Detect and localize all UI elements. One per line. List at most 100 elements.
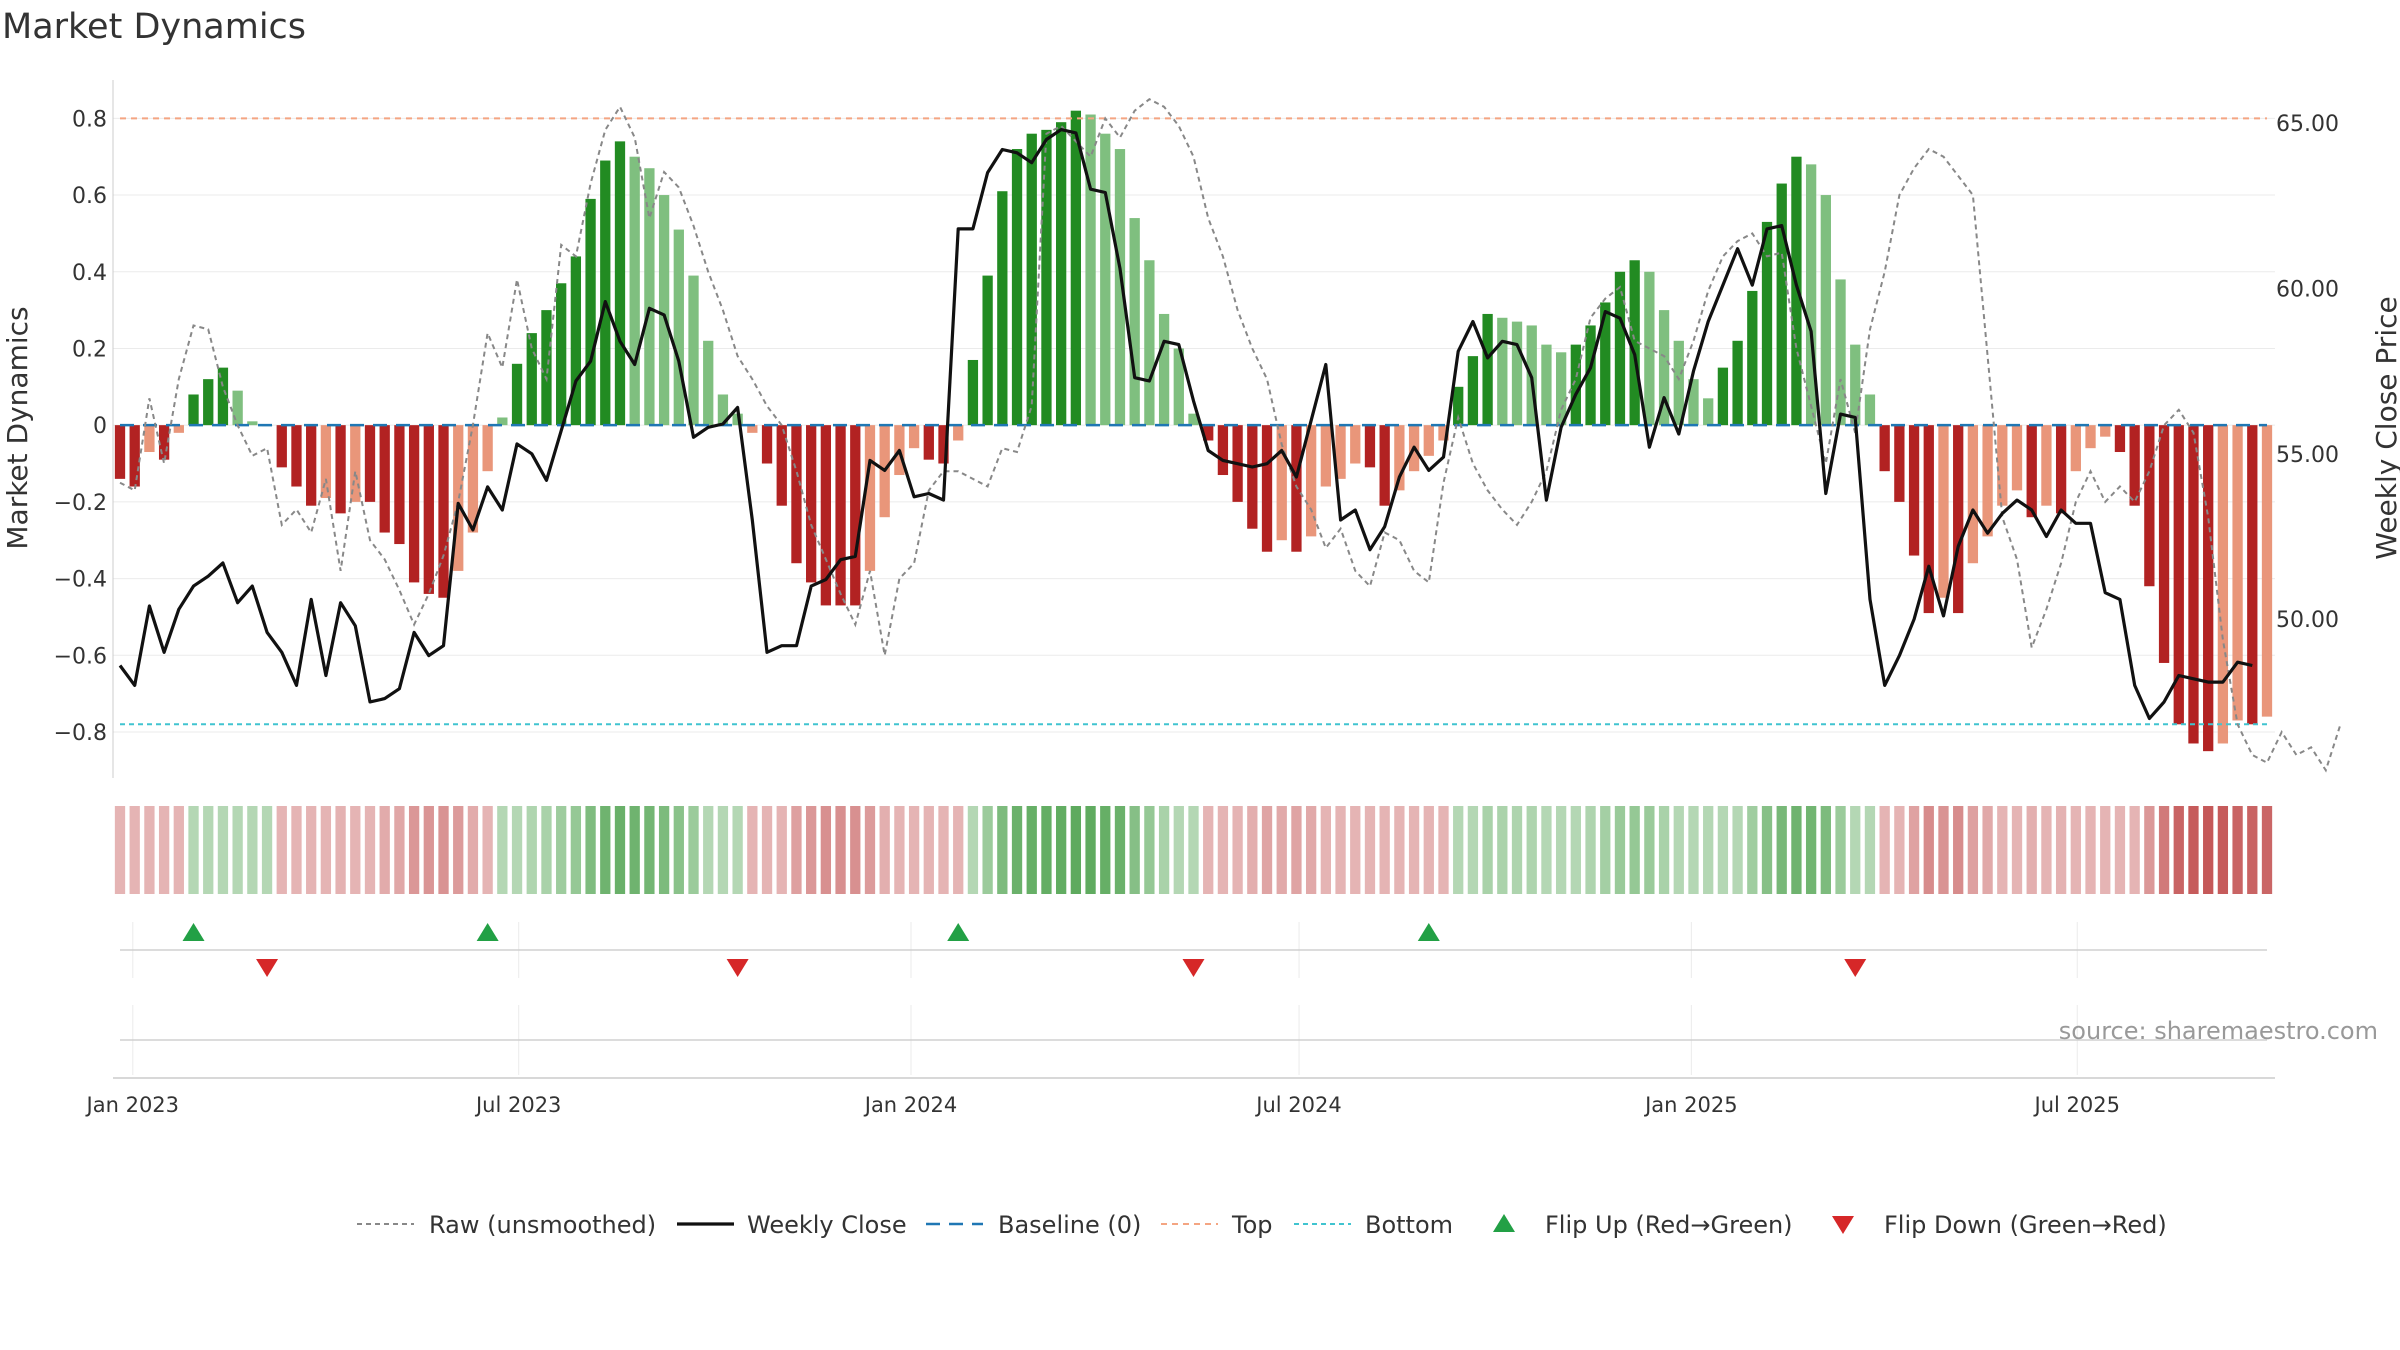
strip-cell (938, 806, 949, 894)
market-dynamics-bar (776, 425, 787, 506)
strip-cell (306, 806, 317, 894)
x-axis: Jan 2023 Jul 2023 Jan 2024 Jul 2024 Jan 2025… (85, 1077, 2275, 1117)
strip-cell (158, 806, 170, 894)
legend-swatch-flip-up (1493, 1214, 1515, 1232)
market-dynamics-bar (1629, 260, 1640, 426)
market-dynamics-bar (2188, 425, 2199, 744)
market-dynamics-bar (511, 363, 523, 426)
market-dynamics-bar (1188, 413, 1199, 426)
market-dynamics-bar (982, 275, 993, 426)
strip-cell (188, 806, 199, 894)
strip-cell (1232, 806, 1243, 894)
source-credit: source: sharemaestro.com (2059, 1017, 2378, 1045)
x-tick-label: Jul 2024 (1254, 1093, 1341, 1117)
market-dynamics-bar (1350, 425, 1361, 464)
market-dynamics-bar (2158, 425, 2170, 663)
strip-cell (1320, 806, 1331, 894)
market-dynamics-bar (1658, 310, 1670, 426)
market-dynamics-bar (438, 425, 449, 598)
market-dynamics-bar (923, 425, 934, 460)
strip-cell (1850, 806, 1861, 894)
market-dynamics-bar (1732, 340, 1743, 426)
strip-cell (1732, 806, 1743, 894)
legend-label: Flip Up (Red→Green) (1545, 1211, 1793, 1239)
flip-down-marker (1844, 959, 1867, 977)
y-tick-label-left: 0.6 (72, 184, 107, 209)
market-dynamics-bar (1511, 321, 1523, 426)
legend-label: Flip Down (Green→Red) (1884, 1211, 2167, 1239)
strip-cell (585, 806, 596, 894)
strip-cell (1703, 806, 1714, 894)
market-dynamics-bar (1041, 129, 1052, 426)
strip-cell (908, 806, 920, 894)
market-dynamics-bar (2217, 425, 2229, 744)
strip-cell (717, 806, 729, 894)
market-dynamics-bar (953, 425, 964, 441)
market-dynamics-bar (967, 359, 979, 426)
flip-markers-panel (120, 922, 2267, 1075)
strip-cell (2144, 806, 2155, 894)
market-dynamics-bar (614, 141, 626, 426)
legend-label: Weekly Close (747, 1211, 907, 1239)
market-dynamics-bar (1114, 149, 1126, 426)
strip-cell (761, 806, 773, 894)
strip-cell (1791, 806, 1802, 894)
strip-cell (1805, 806, 1817, 894)
strip-cell (1467, 806, 1479, 894)
strip-cell (1144, 806, 1155, 894)
strip-cell (835, 806, 846, 894)
strip-cell (1600, 806, 1611, 894)
market-dynamics-bar (1879, 425, 1890, 472)
market-dynamics-bar (158, 425, 170, 460)
market-dynamics-bar (335, 425, 346, 514)
market-dynamics-bar (144, 425, 155, 453)
strip-cell (1511, 806, 1523, 894)
strip-cell (1100, 806, 1111, 894)
market-dynamics-bar (2203, 425, 2214, 752)
strip-cell (1291, 806, 1302, 894)
weekly-close-line (118, 128, 2253, 721)
strip-cell (335, 806, 346, 894)
strip-cell (232, 806, 243, 894)
strip-cell (1820, 806, 1831, 894)
strip-cell (438, 806, 449, 894)
strip-cell (1938, 806, 1949, 894)
strip-cell (482, 806, 493, 894)
market-dynamics-bar (644, 168, 655, 426)
strip-cell (629, 806, 640, 894)
strip-cell (967, 806, 979, 894)
strip-cell (747, 806, 758, 894)
strip-cell (1570, 806, 1581, 894)
strip-cell (1188, 806, 1199, 894)
strip-cell (394, 806, 405, 894)
y-tick-label-right: 60.00 (2276, 277, 2339, 302)
y-tick-label-left: 0 (93, 414, 107, 439)
strip-cell (1526, 806, 1537, 894)
market-dynamics-bar (1850, 344, 1861, 426)
strip-cell (1114, 806, 1126, 894)
market-dynamics-bar (1541, 344, 1552, 426)
strip-cell (953, 806, 964, 894)
market-dynamics-bar (1320, 425, 1331, 487)
strip-cell (291, 806, 302, 894)
market-dynamics-bar (1938, 425, 1949, 598)
strip-cell (114, 806, 126, 894)
market-dynamics-bar (2114, 425, 2126, 453)
market-dynamics-bar (1335, 425, 1346, 479)
market-dynamics-bar (1908, 425, 1920, 556)
market-dynamics-bar (1923, 425, 1934, 614)
strip-cell (1438, 806, 1449, 894)
strip-cell (1056, 806, 1067, 894)
strip-cell (1173, 806, 1184, 894)
strip-cell (1482, 806, 1493, 894)
strip-cell (541, 806, 552, 894)
market-dynamics-bar (291, 425, 302, 487)
market-dynamics-bar (1291, 425, 1302, 552)
market-dynamics-bar (1776, 183, 1787, 426)
market-dynamics-bar (1158, 313, 1170, 426)
strip-cell (2055, 806, 2067, 894)
strip-cell (1261, 806, 1273, 894)
market-dynamics-bar (938, 425, 949, 464)
market-dynamics-bar (1070, 110, 1082, 426)
y-axis-left-title: Market Dynamics (1, 306, 34, 549)
